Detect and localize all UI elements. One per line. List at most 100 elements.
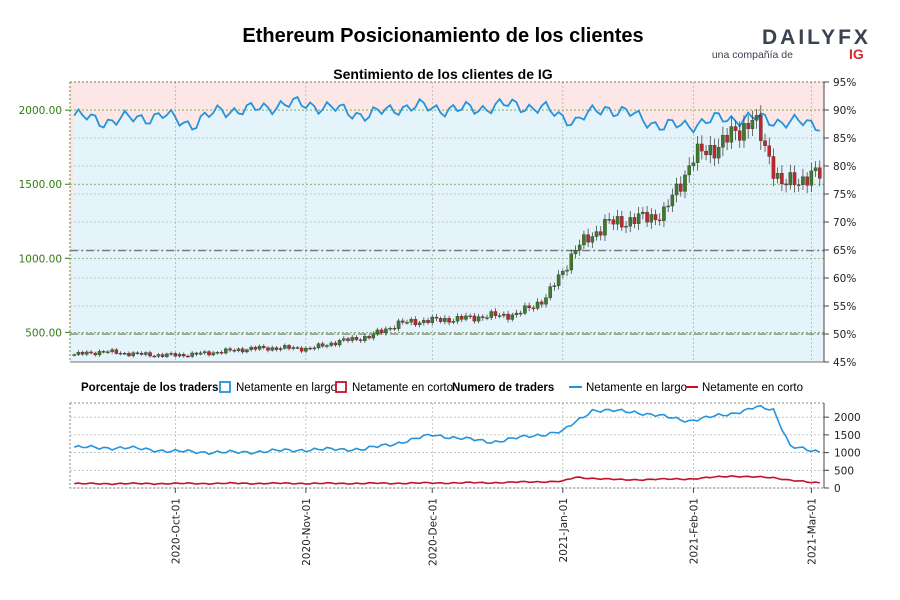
candle: [586, 228, 590, 248]
candle: [535, 298, 540, 311]
candle-body-up: [670, 194, 675, 207]
price-tick-label: 1000.00: [19, 253, 62, 265]
count-tick-label: 0: [834, 483, 841, 495]
candle: [186, 354, 190, 358]
candle: [493, 308, 498, 319]
candle: [249, 345, 253, 352]
candle: [367, 334, 371, 340]
candle: [295, 346, 300, 350]
candle: [114, 348, 119, 355]
candle-body-down: [780, 173, 784, 185]
candle-body-up: [156, 354, 161, 357]
long-pct-line: [73, 95, 820, 134]
candle-body-up: [236, 348, 241, 352]
candle: [805, 172, 809, 194]
candle: [232, 348, 237, 353]
candle: [181, 352, 186, 358]
candle: [742, 115, 746, 148]
candle: [704, 145, 708, 161]
candle: [729, 116, 734, 150]
candle-body-up: [342, 338, 346, 341]
candle-body-down: [401, 320, 405, 323]
candle-body-down: [354, 337, 359, 340]
candle-body-down: [160, 354, 165, 357]
candle: [775, 167, 780, 184]
candle: [152, 354, 156, 358]
candle-body-down: [123, 352, 127, 355]
candle: [278, 346, 283, 352]
main-panel: 500.00 1000.00 1500.00 2000.00 45% 50% 55% 60% 6…: [19, 77, 857, 369]
candle-body-up: [561, 271, 565, 275]
x-tick-label: 2020-Dec-01: [427, 498, 439, 566]
candle-body-down: [805, 176, 809, 186]
candle: [266, 346, 270, 353]
candle-body-down: [80, 352, 85, 355]
legend-num-long: Netamente en largo: [586, 382, 687, 394]
candle-body-up: [443, 318, 447, 322]
candle: [506, 310, 510, 323]
candle-body-down: [274, 347, 279, 350]
candle-body-up: [750, 120, 755, 129]
candle: [813, 161, 818, 177]
candle: [712, 138, 717, 166]
candle-body-down: [746, 123, 750, 129]
candle: [430, 314, 435, 326]
candle-body-down: [295, 347, 300, 349]
candle: [80, 350, 85, 356]
candle: [788, 164, 793, 190]
candle-body-down: [540, 301, 544, 305]
candle-body-up: [683, 174, 687, 192]
candle: [733, 120, 738, 141]
candle: [388, 326, 392, 332]
count-tick-label: 1500: [834, 430, 861, 442]
candle: [207, 349, 211, 357]
dailyfx-logo: DAILYFX una compañía de IG: [712, 26, 871, 62]
candle: [101, 349, 106, 354]
dailyfx-logo-text: DAILYFX: [762, 26, 871, 49]
candle-body-down: [392, 328, 397, 330]
candle-body-up: [371, 333, 376, 339]
candle-body-up: [106, 351, 110, 353]
candle: [304, 346, 308, 354]
candle-body-up: [384, 328, 388, 334]
candle-body-down: [481, 316, 485, 318]
candle-body-down: [700, 143, 704, 152]
candle-body-down: [459, 316, 464, 320]
candle-body-down: [287, 345, 291, 349]
candle: [211, 350, 215, 357]
candle: [759, 105, 763, 150]
candle: [165, 352, 169, 359]
candle: [611, 215, 616, 231]
candle-body-up: [283, 345, 287, 349]
candle-body-up: [801, 176, 805, 185]
candle-body-down: [186, 355, 190, 358]
candle-body-up: [649, 214, 654, 223]
candle-body-down: [434, 316, 439, 319]
candle: [451, 318, 456, 325]
candle-body-up: [775, 173, 780, 179]
candle-body-up: [422, 320, 426, 323]
candle-body-up: [497, 315, 502, 317]
candle: [649, 208, 654, 229]
candle-body-up: [603, 219, 607, 236]
candle-body-up: [544, 297, 548, 305]
candle: [110, 347, 114, 354]
candle: [540, 299, 544, 308]
candle: [641, 206, 645, 220]
candle-body-up: [464, 315, 468, 320]
candle-body-down: [127, 353, 131, 357]
candle-body-up: [110, 349, 114, 352]
candle: [438, 316, 443, 324]
candle: [89, 350, 93, 355]
pct-tick-label: 85%: [833, 133, 856, 145]
candle: [392, 325, 397, 331]
candle: [160, 352, 165, 359]
candle-body-up: [485, 317, 489, 319]
legend-pct-long-swatch: [219, 381, 231, 393]
candle-body-up: [594, 231, 599, 237]
candle: [325, 343, 329, 349]
candle: [342, 336, 346, 342]
candle-body-down: [738, 130, 742, 141]
candle-body-down: [704, 150, 708, 156]
candle-body-down: [253, 347, 258, 350]
